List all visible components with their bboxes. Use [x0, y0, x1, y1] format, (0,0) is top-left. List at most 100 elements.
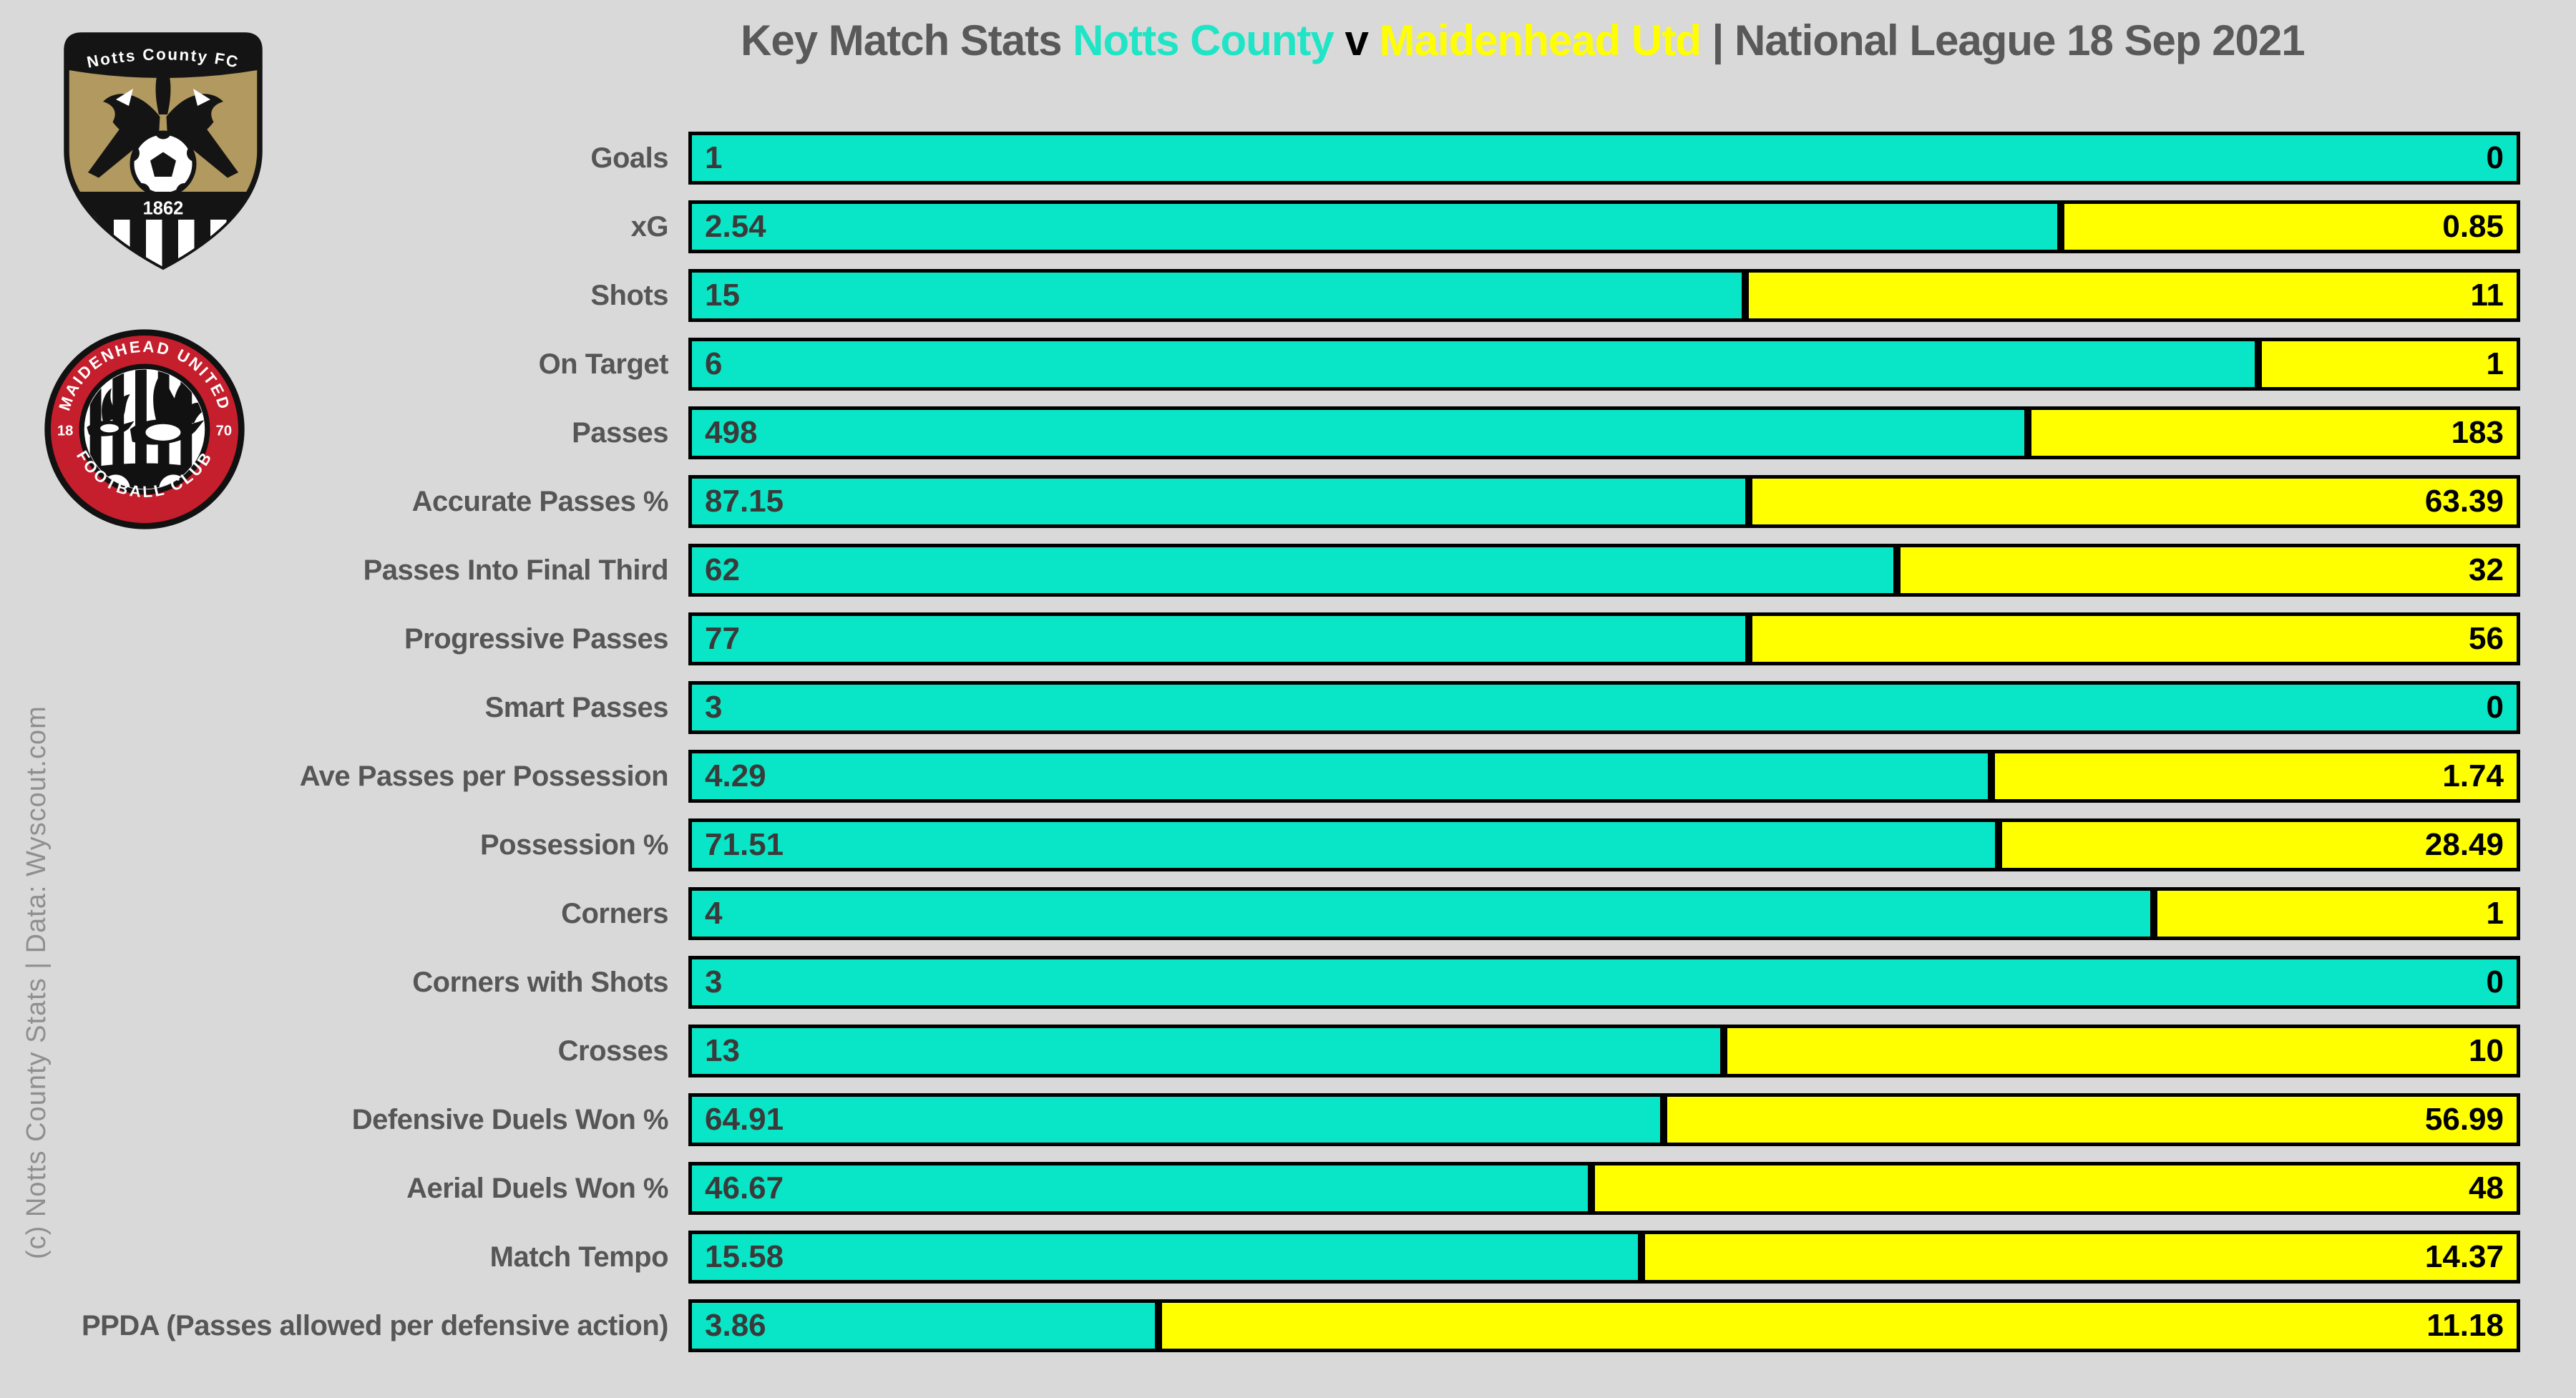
home-bar-segment: 4 [688, 887, 2154, 940]
home-bar-segment: 15 [688, 269, 1745, 322]
title-suffix: | National League 18 Sep 2021 [1700, 16, 2306, 64]
stat-row: Possession % 71.51 28.49 [0, 818, 2542, 887]
stat-row: Ave Passes per Possession 4.29 1.74 [0, 750, 2542, 818]
stat-label: Corners [561, 898, 668, 929]
home-value: 13 [705, 1033, 740, 1068]
stat-row: Shots 15 11 [0, 269, 2542, 338]
home-bar-segment: 3 0 [688, 681, 2520, 734]
banner-shape [67, 35, 260, 78]
home-bar-segment: 498 [688, 406, 2029, 459]
stat-row: PPDA (Passes allowed per defensive actio… [0, 1299, 2542, 1368]
title-separator: v [1333, 16, 1380, 64]
stat-label: On Target [538, 348, 669, 380]
home-bar-segment: 62 [688, 544, 1897, 597]
home-bar-segment: 64.91 [688, 1093, 1664, 1146]
away-bar-segment: 10 [1723, 1025, 2520, 1077]
home-bar-segment: 77 [688, 612, 1750, 665]
bar-track: 15 11 [688, 269, 2520, 322]
stat-row: Crosses 13 10 [0, 1025, 2542, 1093]
maidenhead-united-crest: MAIDENHEAD UNITED FOOTBALL CLUB 18 70 [44, 329, 245, 529]
title-away-team: Maidenhead Utd [1379, 16, 1702, 64]
home-bar-segment: 13 [688, 1025, 1724, 1077]
away-bar-segment: 1.74 [1991, 750, 2520, 803]
stat-label: Defensive Duels Won % [351, 1104, 669, 1135]
bar-track: 3 0 [688, 681, 2520, 734]
home-value: 1 [705, 140, 723, 175]
away-value: 1 [2486, 346, 2504, 381]
stat-row: Passes 498 183 [0, 406, 2542, 475]
home-value: 15 [705, 278, 740, 313]
home-value: 498 [705, 415, 758, 450]
bar-track: 498 183 [688, 406, 2520, 459]
bar-track: 71.51 28.49 [688, 818, 2520, 871]
stat-row: Defensive Duels Won % 64.91 56.99 [0, 1093, 2542, 1162]
home-value: 77 [705, 621, 740, 656]
bar-track: 2.54 0.85 [688, 200, 2520, 253]
page-title: Key Match Stats Notts County v Maidenhea… [741, 16, 2306, 65]
bar-track: 3.86 11.18 [688, 1299, 2520, 1352]
stat-row: Aerial Duels Won % 46.67 48 [0, 1162, 2542, 1231]
away-bar-segment: 63.39 [1749, 475, 2520, 528]
maidenhead-crest-year-left: 18 [57, 424, 73, 439]
home-value: 3.86 [705, 1308, 766, 1343]
stat-label: Accurate Passes % [411, 486, 669, 517]
stat-label: Smart Passes [484, 692, 669, 723]
home-bar-segment: 87.15 [688, 475, 1750, 528]
home-value: 6 [705, 346, 723, 381]
home-value: 87.15 [705, 484, 784, 519]
home-bar-segment: 3 0 [688, 956, 2520, 1009]
bar-track: 77 56 [688, 612, 2520, 665]
home-bar-segment: 2.54 [688, 200, 2062, 253]
home-value: 2.54 [705, 209, 766, 244]
bar-track: 4 1 [688, 887, 2520, 940]
stat-label: Goals [590, 142, 668, 174]
chart: Goals 1 0 xG 2.54 0.85 Shots [0, 132, 2542, 1368]
home-bar-segment: 71.51 [688, 818, 1999, 871]
stat-row: Goals 1 0 [0, 132, 2542, 200]
stat-label: Crosses [557, 1035, 669, 1067]
magpie-ears [116, 89, 210, 106]
away-bar-segment: 183 [2028, 406, 2520, 459]
away-bar-segment: 0.85 [2061, 200, 2520, 253]
home-value: 3 [705, 690, 723, 725]
away-bar-segment: 14.37 [1641, 1231, 2520, 1284]
away-bar-segment: 1 [2154, 887, 2520, 940]
bar-track: 64.91 56.99 [688, 1093, 2520, 1146]
away-value: 28.49 [2424, 827, 2504, 862]
away-bar-segment: 11 [1745, 269, 2520, 322]
away-value: 56 [2469, 621, 2504, 656]
bar-track: 15.58 14.37 [688, 1231, 2520, 1284]
bar-track: 3 0 [688, 956, 2520, 1009]
title-home-team: Notts County [1073, 16, 1335, 64]
away-value: 32 [2469, 552, 2504, 587]
away-value: 1 [2486, 896, 2504, 931]
stat-row: xG 2.54 0.85 [0, 200, 2542, 269]
home-bar-segment: 4.29 [688, 750, 1992, 803]
stat-label: Aerial Duels Won % [406, 1173, 668, 1204]
year-band [67, 192, 260, 220]
home-value: 3 [705, 964, 723, 999]
away-value: 63.39 [2424, 484, 2504, 519]
away-value: 11 [2470, 278, 2504, 313]
stat-row: Corners 4 1 [0, 887, 2542, 956]
away-bar-segment: 1 [2258, 338, 2520, 391]
away-value: 10 [2469, 1033, 2504, 1068]
stat-row: On Target 6 1 [0, 338, 2542, 406]
stat-label: PPDA (Passes allowed per defensive actio… [81, 1310, 669, 1341]
away-value-on-home: 0 [2486, 964, 2504, 999]
stat-row: Smart Passes 3 0 [0, 681, 2542, 750]
home-bar-segment: 6 [688, 338, 2259, 391]
home-bar-segment: 1 0 [688, 132, 2520, 185]
away-bar-segment: 32 [1896, 544, 2520, 597]
home-value: 46.67 [705, 1170, 784, 1206]
away-value: 0.85 [2442, 209, 2504, 244]
home-value: 64.91 [705, 1102, 784, 1137]
bar-track: 46.67 48 [688, 1162, 2520, 1215]
away-value: 1.74 [2442, 758, 2504, 793]
away-value: 56.99 [2424, 1102, 2504, 1137]
bar-track: 1 0 [688, 132, 2520, 185]
away-bar-segment: 48 [1591, 1162, 2520, 1215]
notts-county-crest: Notts County FC 1862 [64, 32, 263, 270]
away-value-on-home: 0 [2486, 690, 2504, 725]
stat-label: xG [630, 211, 669, 243]
